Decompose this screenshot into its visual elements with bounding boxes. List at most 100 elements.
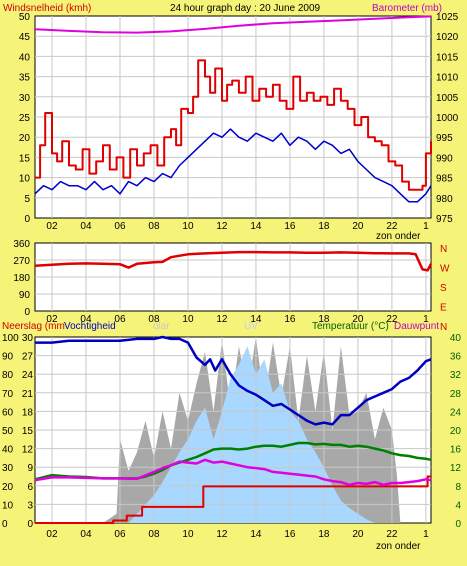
compass-letter: S xyxy=(440,283,447,294)
rain-tick-label: 18 xyxy=(22,407,34,418)
chart-title: 24 hour graph day : 20 June 2009 xyxy=(170,3,321,14)
wind-x-ticks: 02 04 06 08 10 12 14 16 18 20 22 1 xyxy=(46,221,429,232)
rain-tick-label: 9 xyxy=(27,463,33,474)
humidity-tick-label: 70 xyxy=(2,389,14,400)
solar-axis-label: olar xyxy=(153,321,170,332)
temperature-tick-label: 28 xyxy=(450,389,462,400)
rain-tick-label: 27 xyxy=(22,352,34,363)
barometer-y-ticks: 975 980 985 990 995 1000 1005 1010 1015 1020 1025 xyxy=(436,12,459,225)
temperature-tick-label: 32 xyxy=(450,370,462,381)
barometer-tick-label: 980 xyxy=(436,194,453,205)
rain-tick-label: 15 xyxy=(22,426,34,437)
wind-x-tick-label: 1 xyxy=(423,221,429,232)
wind-grid xyxy=(35,16,431,218)
direction-x-tick-label: 02 xyxy=(46,314,58,325)
direction-x-ticks: 02 04 06 08 10 12 14 16 18 20 22 1 xyxy=(46,314,429,325)
wind-axis-label: Windsnelheid (kmh) xyxy=(3,3,91,14)
climate-x-tick-label: 12 xyxy=(216,529,228,540)
climate-grid xyxy=(35,337,431,523)
climate-x-tick-label: 06 xyxy=(114,529,126,540)
climate-x-tick-label: 22 xyxy=(386,529,398,540)
humidity-tick-label: 40 xyxy=(2,445,14,456)
direction-x-tick-label: 1 xyxy=(423,314,429,325)
barometer-line xyxy=(34,15,432,34)
wind-tick-label: 5 xyxy=(24,194,30,205)
humidity-y-ticks: 0 10 20 30 40 50 60 70 80 90 100 xyxy=(2,333,19,530)
compass-letter: N xyxy=(440,244,447,255)
direction-tick-label: 360 xyxy=(13,239,30,250)
humidity-tick-label: 50 xyxy=(2,426,14,437)
temperature-tick-label: 24 xyxy=(450,407,462,418)
wind-tick-label: 45 xyxy=(19,32,31,43)
rain-y-ticks: 0 3 6 9 12 15 18 21 24 27 30 xyxy=(22,333,34,530)
temperature-y-ticks: 0 4 8 12 16 20 24 28 32 36 40 xyxy=(450,333,462,530)
direction-tick-label: 0 xyxy=(24,307,30,318)
humidity-tick-label: 60 xyxy=(2,407,14,418)
wind-x-tick-label: 06 xyxy=(114,221,126,232)
wind-x-tick-label: 12 xyxy=(216,221,228,232)
barometer-axis-label: Barometer (mb) xyxy=(372,3,442,14)
wind-y-ticks: 0 5 10 15 20 25 30 35 40 45 50 xyxy=(19,12,31,225)
direction-x-tick-label: 22 xyxy=(386,314,398,325)
rain-line xyxy=(35,475,431,524)
barometer-tick-label: 1000 xyxy=(436,113,459,124)
humidity-axis-label: Vochtigheid xyxy=(64,321,116,332)
humidity-tick-label: 80 xyxy=(2,370,14,381)
wind-x-tick-label: 08 xyxy=(148,221,160,232)
dewpoint-line xyxy=(34,458,432,487)
direction-series xyxy=(34,250,433,272)
barometer-tick-label: 975 xyxy=(436,214,453,225)
humidity-tick-label: 30 xyxy=(2,463,14,474)
wind-x-tick-label: 20 xyxy=(352,221,364,232)
rain-tick-label: 21 xyxy=(22,389,34,400)
temperature-axis-label: Temperatuur (°C) xyxy=(312,321,389,332)
uv-axis-label: UV xyxy=(244,321,258,332)
compass-letter: N xyxy=(440,322,447,333)
direction-tick-label: 180 xyxy=(13,273,30,284)
rain-tick-label: 12 xyxy=(22,445,34,456)
compass-letter: E xyxy=(440,303,447,314)
direction-x-tick-label: 16 xyxy=(284,314,296,325)
direction-x-tick-label: 20 xyxy=(352,314,364,325)
direction-y-ticks: 0 90 180 270 360 xyxy=(13,239,30,318)
humidity-line xyxy=(35,335,432,426)
climate-x-tick-label: 08 xyxy=(148,529,160,540)
barometer-tick-label: 1010 xyxy=(436,73,459,84)
climate-x-tick-label: 20 xyxy=(352,529,364,540)
climate-x-tick-label: 04 xyxy=(80,529,92,540)
barometer-tick-label: 990 xyxy=(436,153,453,164)
wind-x-tick-label: 02 xyxy=(46,221,58,232)
rain-tick-label: 6 xyxy=(27,482,33,493)
direction-x-tick-label: 10 xyxy=(182,314,194,325)
wind-tick-label: 50 xyxy=(19,12,31,23)
wind-tick-label: 40 xyxy=(19,52,31,63)
sunset-label-top: zon onder xyxy=(376,231,421,242)
wind-tick-label: 30 xyxy=(19,93,31,104)
wind-barometer-panel: Windsnelheid (kmh) 24 hour graph day : 2… xyxy=(3,3,459,242)
rain-tick-label: 3 xyxy=(27,500,33,511)
barometer-tick-label: 985 xyxy=(436,174,453,185)
wind-x-tick-label: 04 xyxy=(80,221,92,232)
temperature-tick-label: 12 xyxy=(450,463,462,474)
humidity-tick-label: 10 xyxy=(2,500,14,511)
climate-x-ticks: 02 04 06 08 10 12 14 16 18 20 22 1 xyxy=(46,529,429,540)
direction-x-tick-label: 18 xyxy=(318,314,330,325)
direction-tick-label: 90 xyxy=(19,290,31,301)
dewpoint-axis-label: Dauwpunt xyxy=(394,321,439,332)
wind-average-line xyxy=(34,128,432,203)
humidity-tick-label: 100 xyxy=(2,333,19,344)
barometer-tick-label: 1025 xyxy=(436,12,459,23)
climate-x-tick-label: 10 xyxy=(182,529,194,540)
barometer-tick-label: 995 xyxy=(436,133,453,144)
wind-direction-line xyxy=(34,250,433,272)
barometer-tick-label: 1015 xyxy=(436,52,459,63)
wind-x-tick-label: 22 xyxy=(386,221,398,232)
direction-x-tick-label: 04 xyxy=(80,314,92,325)
wind-tick-label: 20 xyxy=(19,133,31,144)
climate-x-tick-label: 18 xyxy=(318,529,330,540)
barometer-tick-label: 1020 xyxy=(436,32,459,43)
wind-x-tick-label: 14 xyxy=(250,221,262,232)
uv-area xyxy=(35,346,431,523)
direction-x-tick-label: 06 xyxy=(114,314,126,325)
